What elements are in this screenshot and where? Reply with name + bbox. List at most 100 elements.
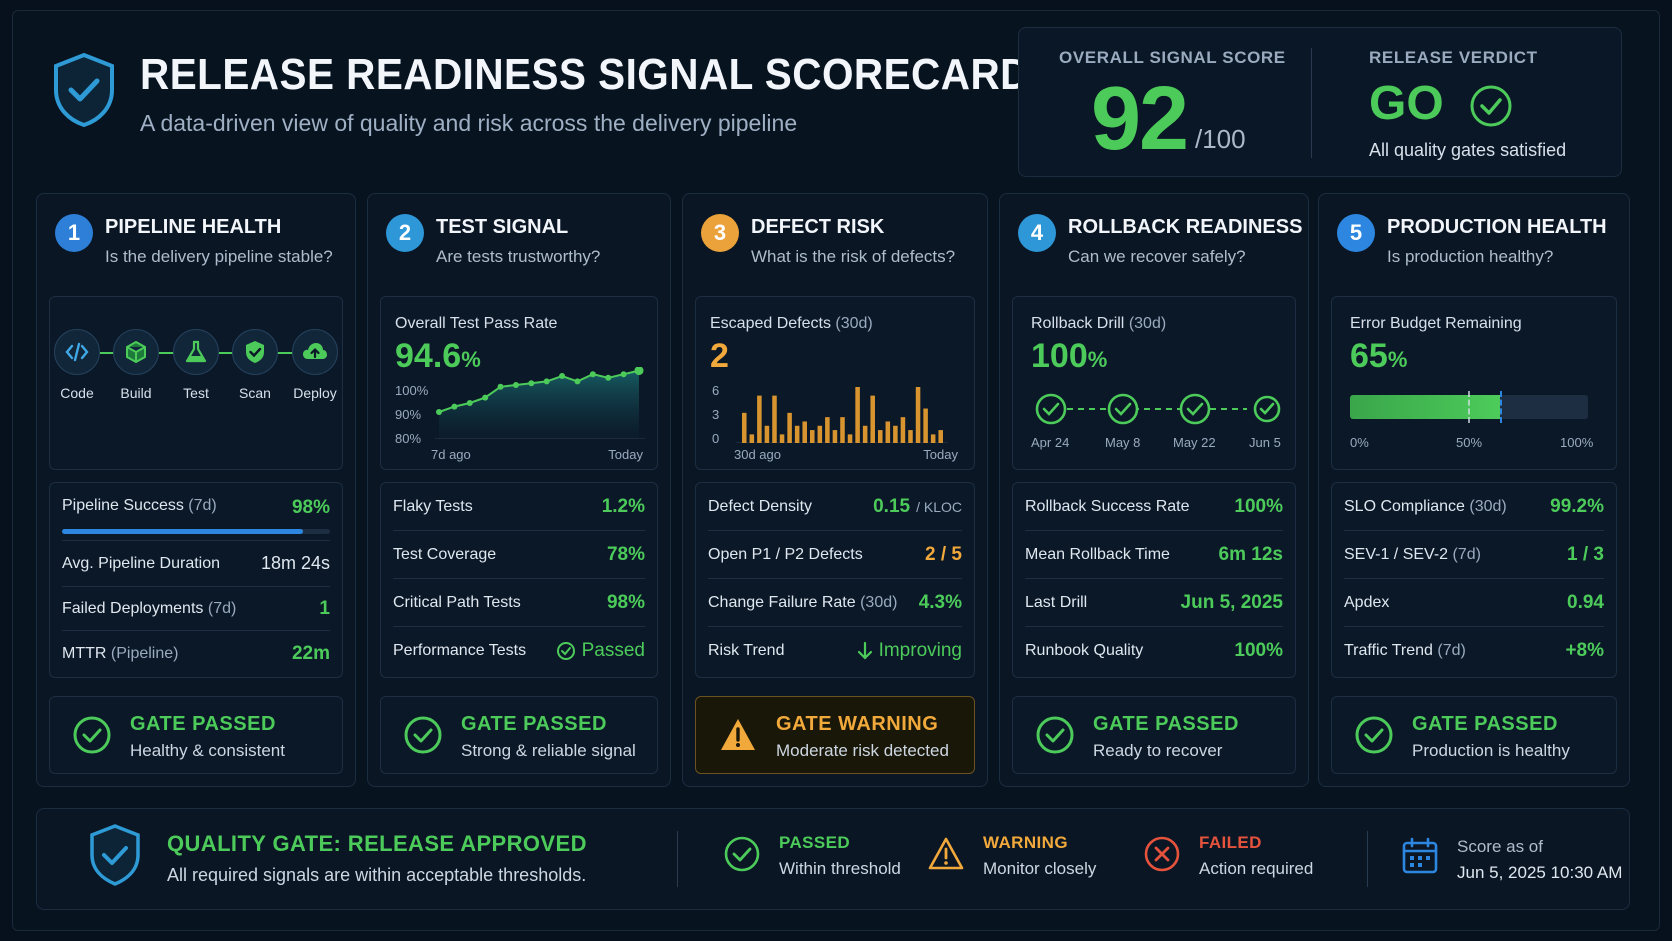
- stage-label: Code: [60, 385, 94, 401]
- check-circle-icon: [1036, 716, 1074, 754]
- gate-status: GATE PASSED Healthy & consistent: [49, 696, 343, 774]
- check-circle-icon: [1253, 395, 1281, 423]
- page-subtitle: A data-driven view of quality and risk a…: [140, 110, 798, 136]
- data-point: [605, 374, 612, 381]
- shield-check-icon: [90, 824, 140, 886]
- release-verdict-sub: All quality gates satisfied: [1369, 140, 1567, 160]
- card-question: What is the risk of defects?: [751, 247, 956, 266]
- metric-value: 1: [319, 597, 330, 619]
- stage-build: Build: [113, 329, 159, 401]
- legend-title: FAILED: [1199, 833, 1262, 852]
- release-verdict-value: GO: [1369, 77, 1444, 130]
- metric-value: 0.94: [1567, 591, 1604, 613]
- defect-bar: [855, 387, 860, 443]
- check-circle-icon: [556, 642, 575, 660]
- warning-icon: [928, 837, 964, 870]
- card-title: DEFECT RISK: [751, 216, 885, 238]
- legend-subtitle: Action required: [1199, 859, 1314, 878]
- data-point: [589, 371, 596, 378]
- scale-tick: 50%: [1456, 435, 1483, 450]
- data-point: [543, 378, 550, 385]
- x-tick: Today: [608, 447, 643, 462]
- metric-row: Test Coverage 78%: [393, 531, 645, 579]
- test-pass-rate-panel: Overall Test Pass Rate 94.6% 100% 90% 80…: [380, 296, 658, 470]
- card-defect-risk: 3 DEFECT RISK What is the risk of defect…: [682, 193, 988, 787]
- package-icon: [126, 341, 146, 363]
- current-marker: [1499, 391, 1502, 423]
- check-circle-icon: [1470, 85, 1512, 127]
- y-tick: 6: [712, 383, 720, 398]
- metrics-panel: Rollback Success Rate 100% Mean Rollback …: [1012, 482, 1296, 678]
- metric-value: 1 / 3: [1567, 543, 1604, 565]
- defect-bar: [870, 395, 875, 443]
- card-title: TEST SIGNAL: [436, 216, 569, 238]
- data-point: [574, 378, 581, 385]
- progress-fill: [62, 529, 304, 534]
- metric-value: 78%: [606, 543, 645, 565]
- error-budget-panel: Error Budget Remaining 65% 0% 50% 100%: [1331, 296, 1617, 470]
- gate-title: GATE PASSED: [130, 713, 276, 735]
- defect-bar: [794, 425, 800, 443]
- gate-subtitle: Healthy & consistent: [130, 741, 285, 760]
- defect-bar: [847, 434, 853, 443]
- quality-gate-footer: QUALITY GATE: RELEASE APPROVED All requi…: [36, 808, 1630, 910]
- metric-row: Runbook Quality 100%: [1025, 640, 1283, 661]
- metric-row: Defect Density 0.15/ KLOC: [708, 483, 962, 531]
- metric-value: 18m 24s: [260, 553, 330, 573]
- card-number-badge: 3: [701, 214, 739, 252]
- gate-status: GATE WARNING Moderate risk detected: [695, 696, 975, 774]
- metric-row: Failed Deployments (7d) 1: [62, 587, 330, 631]
- pass-rate-line-chart: [435, 367, 645, 439]
- data-point: [482, 394, 489, 401]
- drill-date: Apr 24: [1031, 435, 1070, 450]
- midpoint-marker: [1468, 391, 1470, 423]
- card-number-badge: 1: [55, 214, 93, 252]
- viz-label: Overall Test Pass Rate: [395, 315, 558, 332]
- metric-value: 99.2%: [1550, 495, 1604, 517]
- stage-label: Deploy: [293, 385, 337, 401]
- metric-value: Improving: [857, 640, 962, 662]
- metric-row: Apdex 0.94: [1344, 579, 1604, 627]
- score-divider: [1311, 48, 1312, 158]
- data-point: [436, 409, 442, 415]
- drill-date: May 22: [1173, 435, 1216, 450]
- y-tick: 3: [712, 407, 720, 422]
- metric-value: 100%: [1234, 495, 1283, 517]
- metric-row: Critical Path Tests 98%: [393, 579, 645, 627]
- overall-score-max: /100: [1195, 124, 1246, 154]
- metric-value: 1.2%: [601, 495, 645, 517]
- legend-title: PASSED: [779, 833, 851, 852]
- metric-row: Change Failure Rate (30d) 4.3%: [708, 579, 962, 627]
- metric-row: MTTR (Pipeline) 22m: [62, 643, 330, 664]
- x-tick: Today: [923, 447, 958, 462]
- data-point: [466, 400, 473, 406]
- metric-value: 4.3%: [918, 591, 962, 613]
- pipeline-stages-panel: Code Build Test Scan Deploy: [49, 296, 343, 470]
- check-circle-icon: [73, 716, 111, 754]
- gate-subtitle: Strong & reliable signal: [461, 741, 636, 760]
- metric-row: Rollback Success Rate 100%: [1025, 483, 1283, 531]
- scale-tick: 100%: [1560, 435, 1594, 450]
- error-budget-fill: [1350, 395, 1500, 419]
- y-tick: 90%: [395, 407, 422, 422]
- gate-subtitle: Moderate risk detected: [776, 741, 949, 760]
- metric-row: Performance Tests Passed: [393, 640, 645, 661]
- escaped-defects-panel: Escaped Defects (30d) 2 6 3 0 30d ago To…: [695, 296, 975, 470]
- metric-value: 22m: [291, 643, 330, 664]
- error-budget-bar: [1350, 391, 1588, 423]
- defect-bar: [810, 430, 815, 443]
- scale-tick: 0%: [1350, 435, 1369, 450]
- x-tick: 30d ago: [734, 447, 781, 462]
- viz-label: Rollback Drill (30d): [1031, 315, 1167, 332]
- viz-value: 2: [710, 337, 729, 375]
- defect-bar: [878, 430, 883, 443]
- data-point: [528, 380, 535, 387]
- legend-title: WARNING: [983, 833, 1068, 852]
- score-asof-label: Score as of: [1457, 837, 1543, 856]
- card-question: Is production healthy?: [1387, 247, 1554, 266]
- viz-label: Escaped Defects (30d): [710, 315, 873, 332]
- warning-icon: [721, 719, 755, 750]
- overall-score-value: 92: [1091, 69, 1189, 169]
- legend-subtitle: Monitor closely: [983, 859, 1097, 878]
- metric-value: 100%: [1234, 640, 1283, 661]
